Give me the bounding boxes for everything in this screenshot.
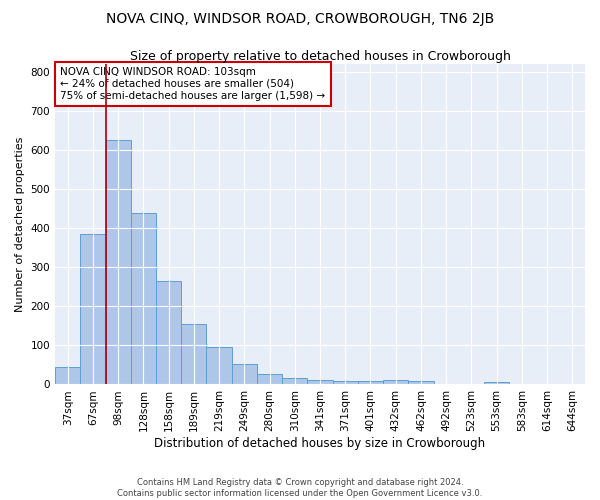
- Bar: [332, 380, 358, 384]
- Bar: [55, 367, 80, 384]
- Bar: [409, 380, 434, 384]
- Bar: [307, 380, 332, 384]
- Bar: [484, 382, 509, 384]
- Title: Size of property relative to detached houses in Crowborough: Size of property relative to detached ho…: [130, 50, 511, 63]
- Text: NOVA CINQ WINDSOR ROAD: 103sqm
← 24% of detached houses are smaller (504)
75% of: NOVA CINQ WINDSOR ROAD: 103sqm ← 24% of …: [61, 68, 325, 100]
- Bar: [206, 348, 232, 385]
- Bar: [232, 364, 257, 384]
- X-axis label: Distribution of detached houses by size in Crowborough: Distribution of detached houses by size …: [154, 437, 485, 450]
- Bar: [282, 378, 307, 384]
- Bar: [106, 140, 131, 384]
- Bar: [131, 212, 156, 384]
- Text: Contains HM Land Registry data © Crown copyright and database right 2024.
Contai: Contains HM Land Registry data © Crown c…: [118, 478, 482, 498]
- Text: NOVA CINQ, WINDSOR ROAD, CROWBOROUGH, TN6 2JB: NOVA CINQ, WINDSOR ROAD, CROWBOROUGH, TN…: [106, 12, 494, 26]
- Bar: [181, 324, 206, 384]
- Bar: [156, 281, 181, 384]
- Bar: [358, 380, 383, 384]
- Bar: [257, 374, 282, 384]
- Y-axis label: Number of detached properties: Number of detached properties: [15, 136, 25, 312]
- Bar: [383, 380, 409, 384]
- Bar: [80, 234, 106, 384]
